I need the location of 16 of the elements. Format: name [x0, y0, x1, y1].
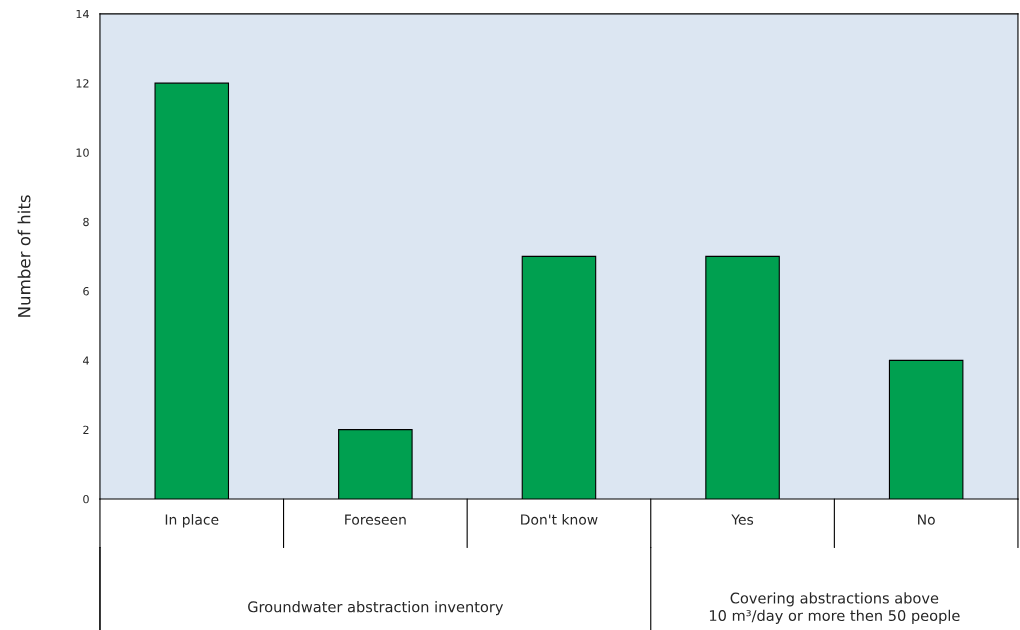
x-tick-label: Yes — [731, 514, 754, 525]
y-axis-title: Number of hits — [17, 195, 31, 317]
y-tick-label: 8 — [83, 217, 89, 227]
text: Groundwater abstraction inventory — [248, 601, 504, 616]
y-tick-label: 0 — [83, 494, 89, 504]
y-tick-label: 12 — [76, 79, 89, 88]
text: Covering abstractions above 10 m³/day or more then 50 people — [709, 592, 960, 624]
y-tick-label: 6 — [83, 287, 89, 296]
y-tick-label: 4 — [83, 356, 89, 365]
x-tick-label: In place — [165, 514, 219, 528]
x-tick-label: Don't know — [521, 514, 598, 525]
y-tick-label: 2 — [83, 425, 89, 434]
y-tick-label: 10 — [76, 148, 89, 157]
x-tick-label: No — [918, 514, 935, 525]
y-tick-label: 14 — [76, 9, 89, 19]
x-tick-label: Foreseen — [345, 514, 406, 525]
